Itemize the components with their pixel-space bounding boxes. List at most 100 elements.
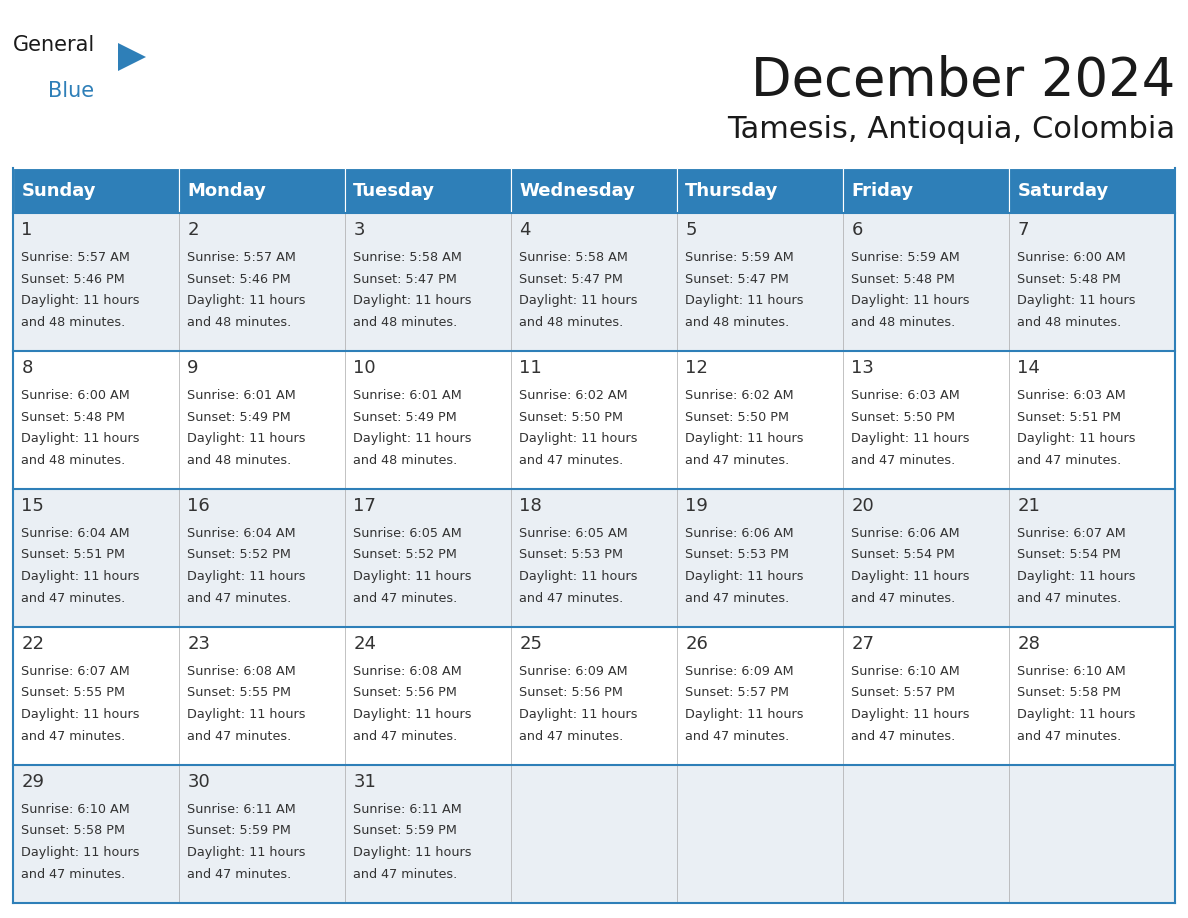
Text: Monday: Monday: [188, 182, 266, 199]
Bar: [345, 489, 511, 627]
Bar: [511, 489, 677, 627]
Text: December 2024: December 2024: [751, 55, 1175, 107]
Text: Daylight: 11 hours: Daylight: 11 hours: [519, 708, 638, 721]
Bar: [677, 213, 843, 351]
Text: Sunrise: 5:58 AM: Sunrise: 5:58 AM: [519, 251, 628, 264]
Text: and 47 minutes.: and 47 minutes.: [353, 730, 457, 743]
Bar: [345, 627, 511, 765]
Text: Sunrise: 5:59 AM: Sunrise: 5:59 AM: [852, 251, 960, 264]
Text: Sunrise: 6:04 AM: Sunrise: 6:04 AM: [188, 527, 296, 540]
Text: Tuesday: Tuesday: [353, 182, 435, 199]
Text: Daylight: 11 hours: Daylight: 11 hours: [519, 570, 638, 583]
Text: and 48 minutes.: and 48 minutes.: [188, 453, 291, 466]
Text: 8: 8: [21, 359, 33, 377]
Text: Daylight: 11 hours: Daylight: 11 hours: [353, 570, 472, 583]
Text: Daylight: 11 hours: Daylight: 11 hours: [685, 432, 804, 445]
Text: Blue: Blue: [48, 81, 94, 101]
Bar: [677, 627, 843, 765]
Text: 25: 25: [519, 635, 542, 653]
Bar: [13, 213, 179, 351]
Text: Daylight: 11 hours: Daylight: 11 hours: [21, 432, 140, 445]
Text: and 47 minutes.: and 47 minutes.: [1017, 730, 1121, 743]
Text: Saturday: Saturday: [1017, 182, 1108, 199]
Text: Sunrise: 6:05 AM: Sunrise: 6:05 AM: [353, 527, 462, 540]
Text: Sunset: 5:47 PM: Sunset: 5:47 PM: [353, 273, 457, 285]
Text: 22: 22: [21, 635, 44, 653]
Text: Sunrise: 6:02 AM: Sunrise: 6:02 AM: [685, 389, 794, 402]
Text: Daylight: 11 hours: Daylight: 11 hours: [21, 570, 140, 583]
Bar: [511, 213, 677, 351]
Text: and 48 minutes.: and 48 minutes.: [1017, 316, 1121, 329]
Text: Sunrise: 6:10 AM: Sunrise: 6:10 AM: [21, 803, 129, 816]
Bar: [13, 168, 179, 213]
Bar: [1009, 351, 1175, 489]
Bar: [511, 168, 677, 213]
Text: Daylight: 11 hours: Daylight: 11 hours: [1017, 432, 1136, 445]
Text: Daylight: 11 hours: Daylight: 11 hours: [685, 570, 804, 583]
Text: and 47 minutes.: and 47 minutes.: [188, 868, 291, 880]
Text: General: General: [13, 35, 95, 55]
Text: Sunset: 5:49 PM: Sunset: 5:49 PM: [353, 410, 457, 423]
Text: Sunrise: 6:01 AM: Sunrise: 6:01 AM: [353, 389, 462, 402]
Text: Sunset: 5:47 PM: Sunset: 5:47 PM: [519, 273, 624, 285]
Text: Sunset: 5:46 PM: Sunset: 5:46 PM: [21, 273, 125, 285]
Text: Sunrise: 6:09 AM: Sunrise: 6:09 AM: [685, 665, 794, 678]
Text: Sunset: 5:46 PM: Sunset: 5:46 PM: [188, 273, 291, 285]
Text: 21: 21: [1017, 497, 1041, 515]
Text: Sunset: 5:50 PM: Sunset: 5:50 PM: [852, 410, 955, 423]
Bar: [1009, 765, 1175, 903]
Text: and 47 minutes.: and 47 minutes.: [685, 591, 790, 604]
Text: Sunset: 5:48 PM: Sunset: 5:48 PM: [1017, 273, 1121, 285]
Text: and 48 minutes.: and 48 minutes.: [353, 316, 457, 329]
Bar: [13, 627, 179, 765]
Text: 20: 20: [852, 497, 874, 515]
Text: and 47 minutes.: and 47 minutes.: [188, 591, 291, 604]
Text: Daylight: 11 hours: Daylight: 11 hours: [852, 570, 969, 583]
Text: Sunset: 5:59 PM: Sunset: 5:59 PM: [188, 824, 291, 837]
Text: Sunset: 5:59 PM: Sunset: 5:59 PM: [353, 824, 457, 837]
Text: and 47 minutes.: and 47 minutes.: [685, 453, 790, 466]
Text: 24: 24: [353, 635, 377, 653]
Text: Sunset: 5:52 PM: Sunset: 5:52 PM: [353, 548, 457, 562]
Text: Daylight: 11 hours: Daylight: 11 hours: [21, 846, 140, 859]
Text: Daylight: 11 hours: Daylight: 11 hours: [353, 846, 472, 859]
Text: and 47 minutes.: and 47 minutes.: [519, 730, 624, 743]
Text: Sunset: 5:47 PM: Sunset: 5:47 PM: [685, 273, 789, 285]
Text: Daylight: 11 hours: Daylight: 11 hours: [188, 570, 305, 583]
Bar: [677, 765, 843, 903]
Text: Daylight: 11 hours: Daylight: 11 hours: [1017, 708, 1136, 721]
Text: Daylight: 11 hours: Daylight: 11 hours: [519, 294, 638, 307]
Text: Daylight: 11 hours: Daylight: 11 hours: [852, 708, 969, 721]
Text: Sunday: Sunday: [21, 182, 96, 199]
Text: and 48 minutes.: and 48 minutes.: [353, 453, 457, 466]
Bar: [511, 627, 677, 765]
Bar: [13, 765, 179, 903]
Text: and 47 minutes.: and 47 minutes.: [1017, 591, 1121, 604]
Text: Sunrise: 6:11 AM: Sunrise: 6:11 AM: [353, 803, 462, 816]
Text: Sunrise: 5:57 AM: Sunrise: 5:57 AM: [188, 251, 296, 264]
Text: and 47 minutes.: and 47 minutes.: [188, 730, 291, 743]
Text: and 48 minutes.: and 48 minutes.: [188, 316, 291, 329]
Text: Daylight: 11 hours: Daylight: 11 hours: [685, 708, 804, 721]
Text: Sunrise: 6:07 AM: Sunrise: 6:07 AM: [1017, 527, 1126, 540]
Text: Sunrise: 6:03 AM: Sunrise: 6:03 AM: [1017, 389, 1126, 402]
Text: and 47 minutes.: and 47 minutes.: [519, 453, 624, 466]
Text: 13: 13: [852, 359, 874, 377]
Bar: [677, 168, 843, 213]
Text: Sunset: 5:52 PM: Sunset: 5:52 PM: [188, 548, 291, 562]
Bar: [677, 489, 843, 627]
Bar: [843, 627, 1009, 765]
Text: Tamesis, Antioquia, Colombia: Tamesis, Antioquia, Colombia: [727, 115, 1175, 144]
Bar: [843, 213, 1009, 351]
Text: and 47 minutes.: and 47 minutes.: [1017, 453, 1121, 466]
Text: 23: 23: [188, 635, 210, 653]
Text: and 48 minutes.: and 48 minutes.: [852, 316, 955, 329]
Bar: [511, 351, 677, 489]
Text: and 47 minutes.: and 47 minutes.: [21, 730, 126, 743]
Text: Sunset: 5:55 PM: Sunset: 5:55 PM: [188, 687, 291, 700]
Text: and 47 minutes.: and 47 minutes.: [685, 730, 790, 743]
Text: 6: 6: [852, 221, 862, 239]
Text: and 48 minutes.: and 48 minutes.: [21, 453, 126, 466]
Text: 16: 16: [188, 497, 210, 515]
Bar: [345, 168, 511, 213]
